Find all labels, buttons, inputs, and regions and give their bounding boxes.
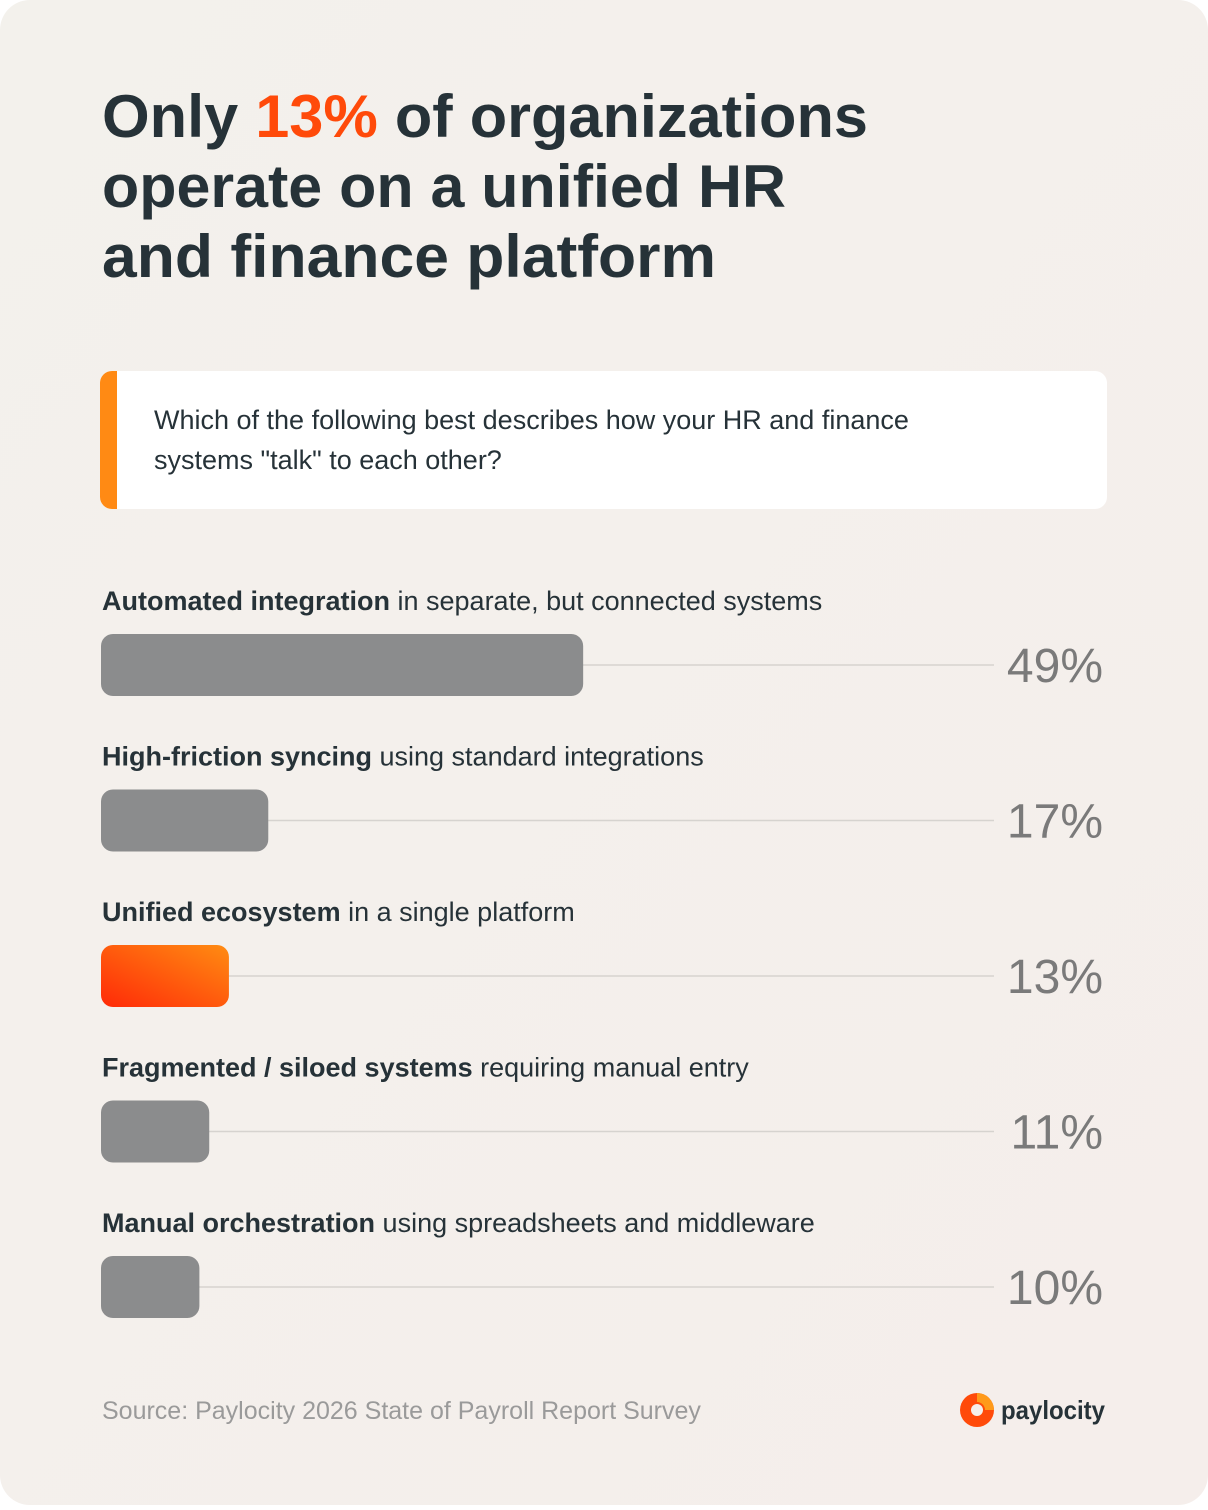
category-text: using standard integrations — [372, 742, 704, 772]
category-bold: Fragmented / siloed systems — [102, 1053, 473, 1083]
category-bold: High-friction syncing — [102, 742, 372, 772]
category-text: in a single platform — [341, 897, 575, 927]
value-label: 10% — [1007, 1262, 1103, 1315]
category-label: Automated integration in separate, but c… — [102, 586, 822, 616]
bar — [101, 789, 269, 852]
title: Only 13% of organizations operate on a u… — [102, 83, 868, 290]
question-text: Which of the following best describes ho… — [154, 405, 909, 435]
question-text: systems "talk" to each other? — [154, 445, 502, 475]
question-box — [100, 371, 1107, 509]
source: Source: Paylocity 2026 State of Payroll … — [102, 1397, 701, 1425]
title-line: Only 13% of organizations — [102, 83, 868, 150]
logo-icon — [977, 1393, 994, 1410]
logo-icon — [971, 1404, 983, 1416]
value-label: 11% — [1010, 1107, 1103, 1160]
value-label: 49% — [1007, 640, 1103, 693]
category-label: Manual orchestration using spreadsheets … — [102, 1208, 815, 1238]
title-highlight: 13% — [255, 83, 378, 150]
category-text: in separate, but connected systems — [390, 586, 822, 616]
category-text: using spreadsheets and middleware — [375, 1208, 815, 1238]
category-bold: Unified ecosystem — [102, 897, 341, 927]
category-text: requiring manual entry — [473, 1053, 750, 1083]
bar — [101, 634, 584, 696]
category-label: High-friction syncing using standard int… — [102, 742, 704, 772]
title-line: and finance platform — [102, 223, 716, 290]
bar — [101, 945, 229, 1007]
logo: paylocity — [960, 1393, 1105, 1427]
value-label: 17% — [1007, 796, 1103, 849]
question-accent — [100, 371, 117, 509]
logo-text: paylocity — [1001, 1395, 1105, 1425]
category-bold: Manual orchestration — [102, 1208, 375, 1238]
bars: Automated integration in separate, but c… — [101, 586, 1103, 1318]
bar — [101, 1100, 210, 1163]
bar — [101, 1256, 200, 1318]
title-line: operate on a unified HR — [102, 153, 786, 220]
title-text: of organizations — [378, 83, 868, 150]
value-label: 13% — [1007, 951, 1103, 1004]
category-label: Unified ecosystem in a single platform — [102, 897, 575, 927]
category-label: Fragmented / siloed systems requiring ma… — [102, 1053, 749, 1083]
category-bold: Automated integration — [102, 586, 390, 616]
title-text: Only — [102, 83, 255, 150]
